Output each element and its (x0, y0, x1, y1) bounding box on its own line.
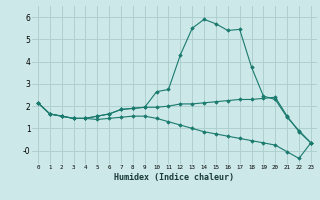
X-axis label: Humidex (Indice chaleur): Humidex (Indice chaleur) (115, 173, 234, 182)
